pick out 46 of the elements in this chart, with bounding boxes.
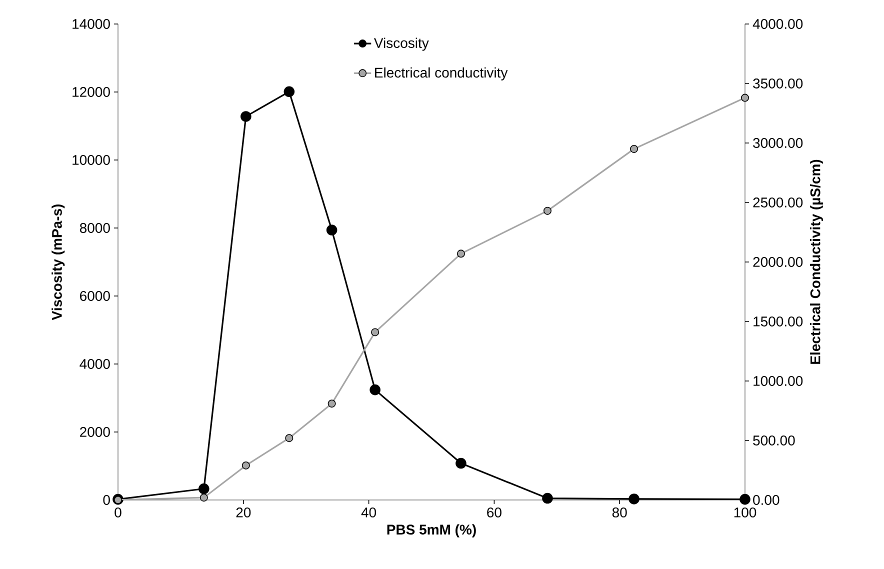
point — [242, 461, 250, 470]
x-tick-label: 80 — [612, 508, 627, 518]
y-axis-title: Viscosity (mPa-s) — [52, 204, 65, 320]
point — [456, 250, 465, 258]
y2-tick-label: 3000.00 — [753, 138, 803, 148]
y2-tick-label: 2500.00 — [753, 198, 803, 208]
legend-label: Viscosity — [374, 38, 429, 51]
y-tick-label: 0 — [103, 495, 110, 505]
y2-tick-label: 1500.00 — [754, 316, 803, 326]
y-tick-label: 12000 — [72, 87, 110, 97]
point — [542, 492, 553, 504]
y2-tick-label: 0.00 — [753, 495, 780, 505]
x-tick-label: 100 — [734, 508, 756, 518]
y2-tick-label: 3500.00 — [753, 78, 803, 88]
legend-label: Electrical conductivity — [375, 67, 508, 80]
point — [370, 384, 380, 396]
point — [456, 458, 466, 469]
point — [284, 86, 295, 98]
y2-tick-label: 500.00 — [753, 436, 795, 446]
x-tick-label: 60 — [487, 508, 502, 518]
y-tick-label: 4000 — [80, 359, 110, 369]
point — [198, 483, 210, 494]
y2-axis-title: Electrical Conductivity (µS/cm) — [810, 160, 824, 364]
y-tick-label: 6000 — [80, 291, 110, 301]
point — [628, 494, 640, 504]
x-tick-label: 0 — [114, 508, 122, 518]
y-tick-label: 8000 — [80, 223, 110, 233]
y-tick-label: 14000 — [72, 19, 110, 29]
y-tick-label: 10000 — [72, 155, 110, 165]
x-tick-label: 40 — [361, 508, 376, 518]
y2-tick-label: 4000.00 — [752, 19, 803, 29]
x-tick-label: 20 — [236, 508, 251, 518]
point — [740, 494, 750, 505]
point — [741, 94, 749, 102]
point — [328, 400, 336, 408]
x-axis-title: PBS 5mM (%) — [387, 524, 476, 538]
y2-tick-label: 1000.00 — [754, 376, 803, 386]
point — [200, 494, 208, 502]
point — [326, 224, 338, 236]
point — [285, 434, 294, 442]
point — [543, 206, 552, 215]
point — [371, 328, 380, 336]
y-tick-label: 2000 — [80, 427, 110, 437]
y2-tick-label: 2000.00 — [753, 257, 803, 267]
point — [630, 144, 638, 153]
point — [240, 111, 252, 122]
